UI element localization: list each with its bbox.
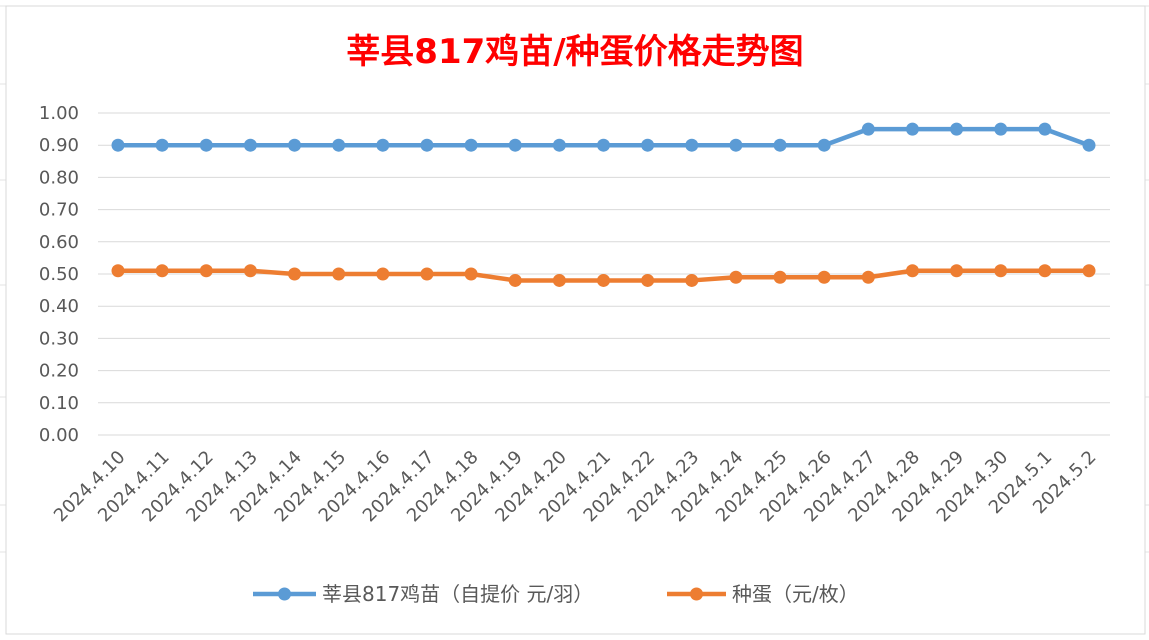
series-1-point (950, 264, 964, 278)
series-0-point (288, 138, 302, 152)
series-0-point (508, 138, 522, 152)
series-1-point (243, 264, 257, 278)
series-0-point (1082, 138, 1096, 152)
legend: 莘县817鸡苗（自提价 元/羽） 种蛋（元/枚） (253, 582, 859, 606)
series-0-point (332, 138, 346, 152)
series-0-point (420, 138, 434, 152)
series-1-point (817, 270, 831, 284)
series-1-point (552, 273, 566, 287)
chart-title: 莘县817鸡苗/种蛋价格走势图 (346, 32, 803, 72)
y-axis-ticks: 0.00 0.10 0.20 0.30 0.40 0.50 0.60 0.70 0.80 0.90… (39, 103, 79, 446)
y-tick-label: 0.00 (39, 425, 79, 446)
chart-area (5, 5, 1146, 635)
y-tick-label: 0.70 (39, 200, 79, 221)
y-tick-label: 0.20 (39, 361, 79, 382)
series-0-point (773, 138, 787, 152)
series-1-point (729, 270, 743, 284)
y-tick-label: 0.50 (39, 264, 79, 285)
series-1-point (199, 264, 213, 278)
series-0-point (905, 122, 919, 136)
series-1-point (685, 273, 699, 287)
series-1-point (111, 264, 125, 278)
y-tick-label: 0.80 (39, 167, 79, 188)
series-0-point (994, 122, 1008, 136)
legend-marker-0 (278, 587, 291, 601)
y-tick-label: 0.40 (39, 296, 79, 317)
series-0-point (641, 138, 655, 152)
series-1-point (773, 270, 787, 284)
legend-label-0: 莘县817鸡苗（自提价 元/羽） (322, 582, 593, 606)
series-0-point (552, 138, 566, 152)
series-1-point (464, 267, 478, 281)
series-1-point (332, 267, 346, 281)
series-0-point (199, 138, 213, 152)
y-tick-label: 0.60 (39, 232, 79, 253)
series-1-point (508, 273, 522, 287)
y-tick-label: 0.30 (39, 328, 79, 349)
series-0-point (861, 122, 875, 136)
series-1-point (288, 267, 302, 281)
series-1-point (155, 264, 169, 278)
series-0-point (1038, 122, 1052, 136)
y-tick-label: 1.00 (39, 103, 79, 124)
series-0-point (950, 122, 964, 136)
series-layer (111, 122, 1096, 287)
series-1-point (376, 267, 390, 281)
series-1-point (994, 264, 1008, 278)
series-0-point (155, 138, 169, 152)
series-1-point (1038, 264, 1052, 278)
series-1-point (861, 270, 875, 284)
y-tick-label: 0.90 (39, 135, 79, 156)
series-0-point (729, 138, 743, 152)
legend-marker-1 (690, 587, 703, 601)
series-0-point (817, 138, 831, 152)
legend-label-1: 种蛋（元/枚） (732, 582, 859, 606)
series-1-point (641, 273, 655, 287)
series-1-point (597, 273, 610, 287)
series-0-point (464, 138, 478, 152)
series-1-point (1082, 264, 1096, 278)
series-1-point (420, 267, 434, 281)
series-0-point (111, 138, 125, 152)
y-tick-label: 0.10 (39, 393, 79, 414)
series-0-point (685, 138, 699, 152)
series-1-point (905, 264, 919, 278)
series-0-point (597, 138, 610, 152)
series-0-point (376, 138, 390, 152)
series-0-point (243, 138, 257, 152)
